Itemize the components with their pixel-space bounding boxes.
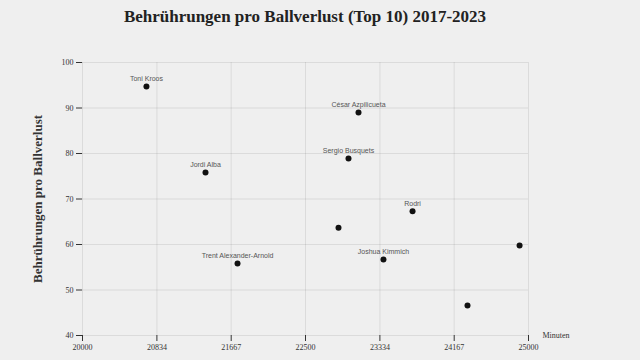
svg-text:60: 60	[66, 240, 74, 249]
svg-text:Minuten: Minuten	[543, 331, 570, 340]
svg-text:Behrührungen pro Ballverlust: Behrührungen pro Ballverlust	[30, 114, 45, 283]
svg-text:40: 40	[66, 331, 74, 340]
svg-text:Jordi Alba: Jordi Alba	[190, 161, 221, 168]
svg-text:21667: 21667	[221, 343, 241, 352]
svg-text:23334: 23334	[370, 343, 390, 352]
svg-text:Rodri: Rodri	[404, 200, 421, 207]
svg-text:20834: 20834	[147, 343, 167, 352]
svg-text:80: 80	[66, 149, 74, 158]
html-text:Behrührungen pro Ballverlust (: Behrührungen pro Ballverlust (Top 10) 20…	[123, 7, 487, 26]
svg-text:Toni Kroos: Toni Kroos	[130, 75, 164, 82]
svg-text:90: 90	[66, 104, 74, 113]
svg-text:20000: 20000	[73, 343, 93, 352]
svg-text:25000: 25000	[519, 343, 539, 352]
svg-text:Sergio Busquets: Sergio Busquets	[323, 147, 375, 155]
svg-text:50: 50	[66, 286, 74, 295]
svg-text:24167: 24167	[444, 343, 464, 352]
svg-text:Joshua Kimmich: Joshua Kimmich	[358, 248, 409, 255]
svg-text:César Azpilicueta: César Azpilicueta	[331, 101, 385, 109]
svg-text:Trent Alexander-Arnold: Trent Alexander-Arnold	[202, 252, 274, 259]
svg-text:70: 70	[66, 195, 74, 204]
svg-text:100: 100	[62, 58, 74, 67]
svg-text:22500: 22500	[296, 343, 316, 352]
